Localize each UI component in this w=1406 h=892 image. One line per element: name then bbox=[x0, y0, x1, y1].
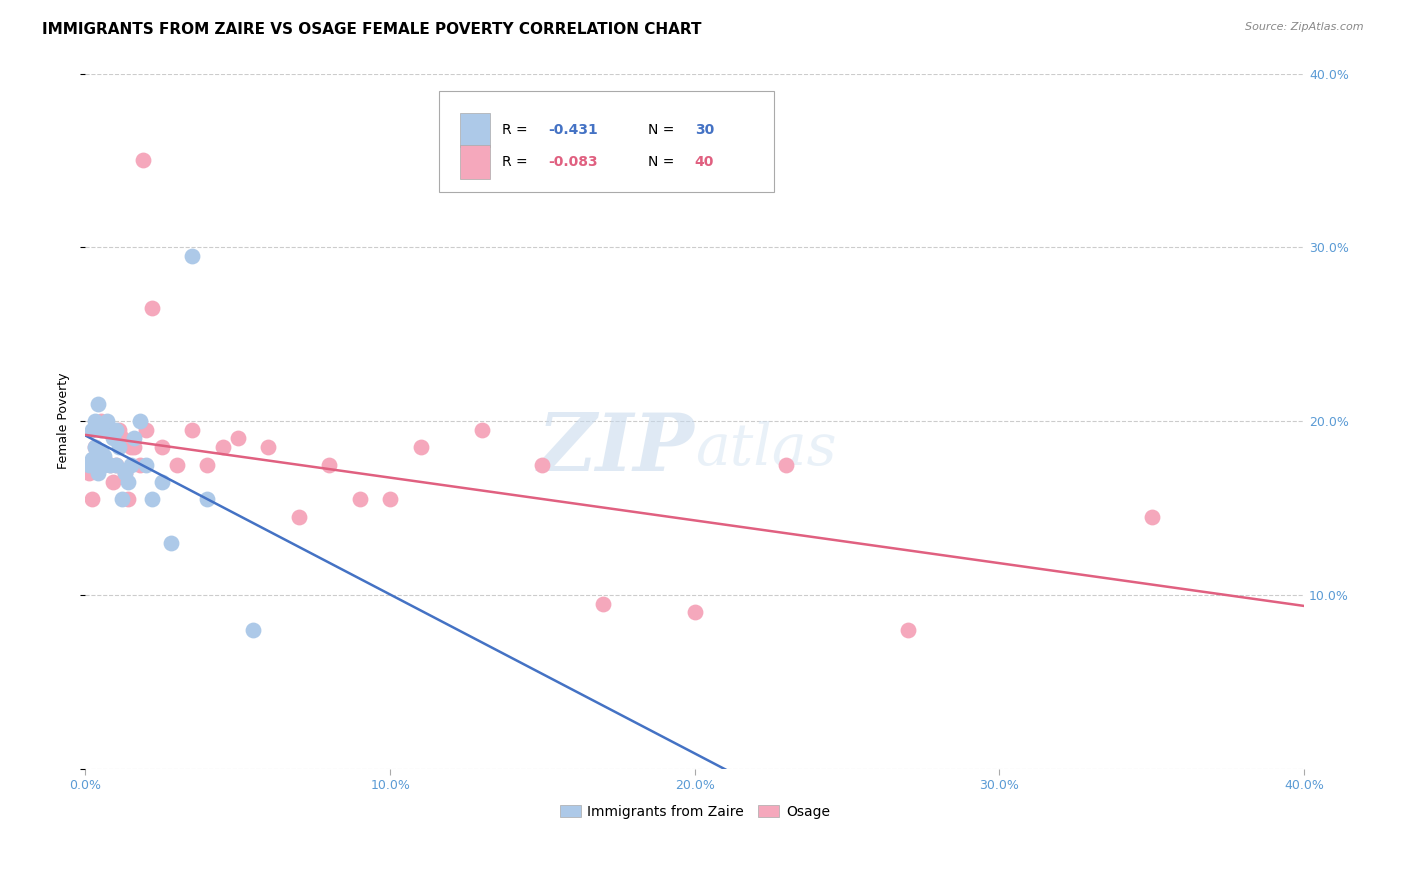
Point bbox=[114, 466, 136, 480]
Point bbox=[93, 452, 115, 467]
Point bbox=[90, 443, 112, 458]
Text: N =: N = bbox=[648, 123, 679, 137]
Point bbox=[96, 414, 118, 428]
Point bbox=[159, 535, 181, 549]
Text: 40: 40 bbox=[695, 155, 714, 169]
Point bbox=[108, 423, 131, 437]
Point bbox=[77, 466, 100, 480]
Point bbox=[122, 440, 145, 454]
Point bbox=[111, 432, 134, 446]
Text: 30: 30 bbox=[695, 123, 714, 137]
Point bbox=[111, 492, 134, 507]
Point bbox=[86, 449, 108, 463]
Text: N =: N = bbox=[648, 155, 679, 169]
Point bbox=[129, 414, 152, 428]
Point bbox=[211, 440, 233, 454]
Point bbox=[90, 423, 112, 437]
Point bbox=[470, 423, 492, 437]
Point bbox=[287, 509, 309, 524]
Text: R =: R = bbox=[502, 155, 533, 169]
Text: Source: ZipAtlas.com: Source: ZipAtlas.com bbox=[1246, 22, 1364, 32]
Point bbox=[150, 440, 173, 454]
Point bbox=[120, 440, 142, 454]
Text: -0.083: -0.083 bbox=[548, 155, 598, 169]
Point bbox=[80, 452, 103, 467]
Point bbox=[775, 458, 797, 472]
Point bbox=[181, 249, 204, 263]
Point bbox=[378, 492, 401, 507]
Text: ZIP: ZIP bbox=[538, 410, 695, 488]
Point bbox=[104, 423, 127, 437]
Point bbox=[117, 492, 139, 507]
Point bbox=[114, 466, 136, 480]
Point bbox=[122, 432, 145, 446]
FancyBboxPatch shape bbox=[439, 91, 773, 192]
Point bbox=[1140, 509, 1163, 524]
Point bbox=[77, 458, 100, 472]
Point bbox=[166, 458, 188, 472]
Point bbox=[150, 475, 173, 489]
Point bbox=[96, 423, 118, 437]
Point bbox=[101, 475, 124, 489]
Point bbox=[141, 492, 163, 507]
FancyBboxPatch shape bbox=[460, 145, 491, 178]
Point bbox=[592, 597, 614, 611]
Point bbox=[897, 623, 920, 637]
Point bbox=[318, 458, 340, 472]
Point bbox=[80, 492, 103, 507]
Point bbox=[104, 458, 127, 472]
Point bbox=[80, 423, 103, 437]
FancyBboxPatch shape bbox=[460, 113, 491, 146]
Point bbox=[108, 440, 131, 454]
Point bbox=[86, 397, 108, 411]
Y-axis label: Female Poverty: Female Poverty bbox=[58, 373, 70, 469]
Point bbox=[86, 466, 108, 480]
Point bbox=[409, 440, 432, 454]
Point bbox=[349, 492, 371, 507]
Point bbox=[129, 458, 152, 472]
Point bbox=[141, 301, 163, 315]
Point bbox=[226, 432, 249, 446]
Point bbox=[181, 423, 204, 437]
Point bbox=[98, 458, 121, 472]
Point bbox=[257, 440, 280, 454]
Point bbox=[120, 458, 142, 472]
Point bbox=[195, 492, 218, 507]
Text: -0.431: -0.431 bbox=[548, 123, 599, 137]
Point bbox=[104, 458, 127, 472]
Point bbox=[90, 414, 112, 428]
Point bbox=[531, 458, 554, 472]
Text: IMMIGRANTS FROM ZAIRE VS OSAGE FEMALE POVERTY CORRELATION CHART: IMMIGRANTS FROM ZAIRE VS OSAGE FEMALE PO… bbox=[42, 22, 702, 37]
Point bbox=[90, 458, 112, 472]
Point bbox=[132, 153, 155, 168]
Text: R =: R = bbox=[502, 123, 533, 137]
Point bbox=[101, 432, 124, 446]
Point bbox=[93, 458, 115, 472]
Point bbox=[135, 458, 157, 472]
Legend: Immigrants from Zaire, Osage: Immigrants from Zaire, Osage bbox=[554, 799, 835, 824]
Point bbox=[83, 440, 105, 454]
Point bbox=[683, 605, 706, 619]
Point bbox=[117, 475, 139, 489]
Point bbox=[135, 423, 157, 437]
Point bbox=[83, 440, 105, 454]
Point bbox=[98, 458, 121, 472]
Text: atlas: atlas bbox=[695, 421, 837, 477]
Point bbox=[195, 458, 218, 472]
Point bbox=[93, 449, 115, 463]
Point bbox=[83, 414, 105, 428]
Point bbox=[242, 623, 264, 637]
